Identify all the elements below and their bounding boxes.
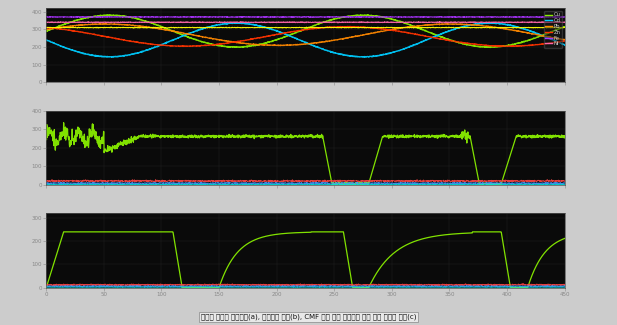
X-axis label: Time (h): Time (h) xyxy=(292,300,318,305)
Text: (c) Treated water (modeled): (c) Treated water (modeled) xyxy=(46,204,154,213)
Y-axis label: Concentration: Concentration xyxy=(24,26,29,65)
Text: (a) Waste water: (a) Waste water xyxy=(46,0,107,8)
Text: 중금속 농도의 초기농도(a), 실내실험 결과(b), CMF 기반 복합 오염물질 처리 공정 모델링 결과(c): 중금속 농도의 초기농도(a), 실내실험 결과(b), CMF 기반 복합 오… xyxy=(201,314,416,320)
Legend: Cu, Cd, Pb, Zn, Fe, Ni: Cu, Cd, Pb, Zn, Fe, Ni xyxy=(544,11,562,48)
Text: (b) Treated water (measured): (b) Treated water (measured) xyxy=(46,102,159,110)
